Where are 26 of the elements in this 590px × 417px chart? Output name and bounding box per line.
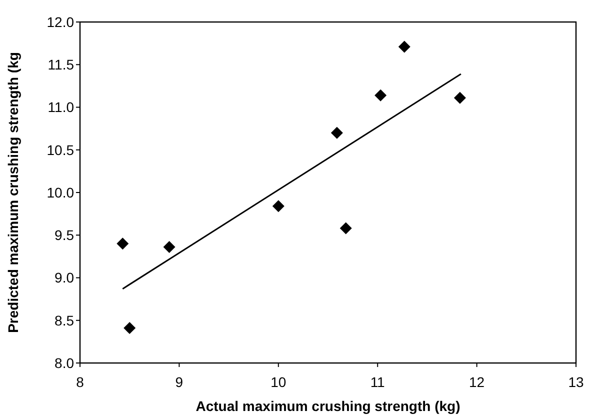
x-tick-label: 8 [76, 374, 84, 390]
x-tick-label: 12 [469, 374, 485, 390]
x-tick-label: 9 [175, 374, 184, 390]
point [340, 222, 352, 234]
point [374, 89, 387, 102]
point [272, 200, 284, 212]
y-tick-label: 8.0 [54, 354, 74, 371]
y-tick-label: 10.5 [46, 142, 74, 158]
y-tick-label: 11.5 [48, 56, 74, 73]
y-tick-label: 8.5 [54, 312, 74, 328]
y-tick-label: 12.0 [46, 14, 74, 30]
y-axis-title: Predicted maximum crushing strength (kg [5, 52, 21, 333]
y-tick-label: 9.5 [54, 227, 74, 244]
x-axis-title: Actual maximum crushing strength (kg) [196, 398, 460, 414]
point [454, 92, 466, 104]
point [124, 322, 136, 334]
y-tick-label: 10.0 [46, 184, 74, 200]
point [330, 126, 343, 139]
y-tick-label: 11.0 [48, 99, 74, 116]
x-tick-label: 11 [370, 374, 386, 390]
point [163, 241, 176, 254]
x-tick-label: 13 [568, 374, 584, 390]
point [116, 238, 129, 250]
y-tick-label: 9.0 [54, 270, 74, 286]
x-tick-label: 10 [270, 374, 286, 390]
point [398, 40, 410, 53]
